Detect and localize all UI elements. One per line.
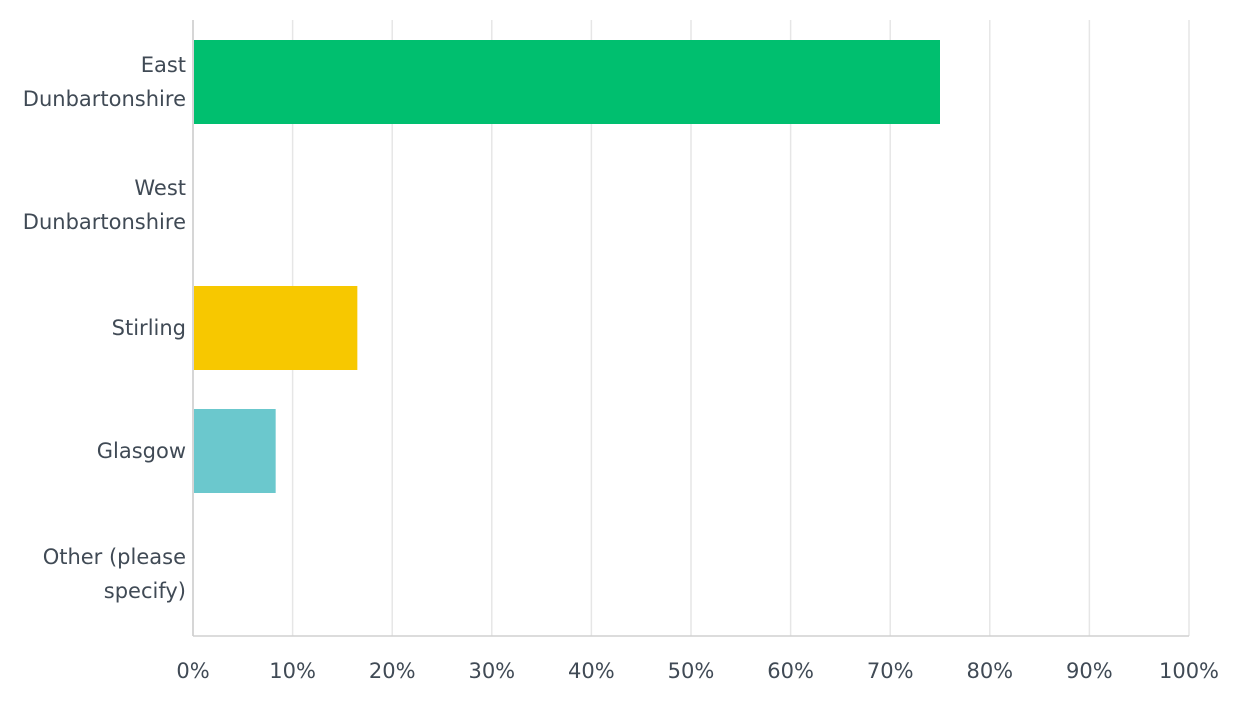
bar-stirling — [194, 286, 358, 370]
category-label: Other (please — [43, 545, 186, 569]
x-tick-label: 0% — [176, 659, 209, 683]
category-label: specify) — [104, 579, 186, 603]
x-tick-label: 50% — [668, 659, 715, 683]
category-label: Dunbartonshire — [23, 87, 186, 111]
x-tick-label: 60% — [767, 659, 814, 683]
x-tick-label: 20% — [369, 659, 416, 683]
category-labels: East Dunbartonshire West Dunbartonshire Stir… — [23, 53, 186, 603]
x-tick-labels: 0% 10% 20% 30% 40% 50% 60% 70% 80% 90% 100% — [176, 659, 1219, 683]
category-label: Stirling — [112, 316, 186, 340]
x-tick-label: 40% — [568, 659, 615, 683]
axes — [192, 20, 1189, 637]
bar-glasgow — [194, 409, 276, 493]
category-label: Glasgow — [97, 439, 186, 463]
bar-east-dunbartonshire — [194, 40, 940, 124]
x-tick-label: 30% — [468, 659, 515, 683]
x-tick-label: 100% — [1159, 659, 1219, 683]
x-tick-label: 70% — [867, 659, 914, 683]
x-tick-label: 90% — [1066, 659, 1113, 683]
bars — [194, 40, 940, 493]
x-tick-label: 10% — [269, 659, 316, 683]
category-label: Dunbartonshire — [23, 210, 186, 234]
category-label: West — [134, 176, 186, 200]
category-label: East — [141, 53, 186, 77]
x-tick-label: 80% — [966, 659, 1013, 683]
